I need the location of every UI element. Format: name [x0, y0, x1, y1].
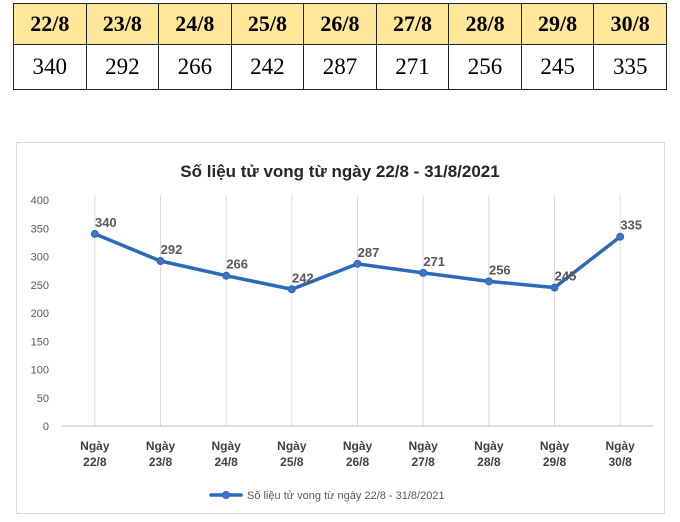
- data-table: 22/8 23/8 24/8 25/8 26/8 27/8 28/8 29/8 …: [13, 3, 667, 90]
- x-tick-label-line: 24/8: [214, 455, 238, 469]
- data-label: 256: [489, 262, 511, 277]
- data-label: 245: [555, 269, 577, 284]
- x-tick-label: Ngày 25/8: [277, 439, 307, 469]
- legend-label: Số liệu tử vong từ ngày 22/8 - 31/8/2021: [247, 490, 445, 502]
- x-tick-label: Ngày 23/8: [146, 439, 176, 469]
- chart-title: Số liệu tử vong từ ngày 22/8 - 31/8/2021: [180, 162, 499, 181]
- table-header-cell: 24/8: [158, 3, 232, 45]
- table-value-cell: 256: [448, 44, 522, 90]
- x-tick-label-line: 28/8: [477, 455, 501, 469]
- chart-panel: Số liệu tử vong từ ngày 22/8 - 31/8/2021…: [16, 142, 665, 514]
- data-labels: 340 292 266 242 287 271 256 245 335: [95, 215, 642, 285]
- x-tick-label: Ngày 27/8: [408, 439, 438, 469]
- table-header-cell: 27/8: [375, 3, 450, 45]
- y-tick-label: 350: [31, 223, 49, 235]
- data-label: 287: [358, 245, 380, 260]
- data-label: 340: [95, 215, 117, 230]
- data-label: 271: [423, 254, 445, 269]
- x-tick-label-line: Ngày: [605, 439, 635, 453]
- grid-lines: [62, 195, 653, 427]
- data-point: [287, 285, 296, 294]
- x-tick-label-line: Ngày: [80, 439, 110, 453]
- table-value-cell: 335: [593, 44, 667, 90]
- x-tick-label-line: 23/8: [149, 455, 173, 469]
- y-tick-label: 100: [31, 365, 49, 377]
- x-tick-label-line: Ngày: [146, 439, 176, 453]
- data-point: [419, 268, 428, 277]
- table-header-cell: 26/8: [303, 3, 377, 45]
- table-header-cell: 25/8: [230, 3, 305, 45]
- x-tick-label-line: 29/8: [543, 455, 567, 469]
- x-tick-label-line: 26/8: [346, 455, 370, 469]
- table-value-cell: 245: [520, 44, 595, 90]
- data-label: 242: [292, 270, 314, 285]
- data-point: [156, 257, 165, 266]
- data-point: [484, 277, 493, 286]
- table-value-cell: 292: [85, 44, 160, 90]
- x-tick-label-line: Ngày: [343, 439, 373, 453]
- x-tick-label-line: 25/8: [280, 455, 304, 469]
- y-tick-label: 150: [31, 336, 49, 348]
- data-label: 266: [226, 257, 248, 272]
- y-tick-label: 0: [43, 421, 49, 433]
- x-tick-label: Ngày 30/8: [605, 439, 635, 469]
- table-value-cell: 271: [375, 44, 450, 90]
- table-header-row: 22/8 23/8 24/8 25/8 26/8 27/8 28/8 29/8 …: [13, 3, 667, 45]
- data-point: [90, 229, 99, 238]
- x-tick-label-line: 30/8: [608, 455, 632, 469]
- y-tick-label: 400: [31, 195, 49, 207]
- table-header-cell: 30/8: [593, 3, 667, 45]
- table-header-cell: 22/8: [13, 3, 87, 45]
- table-value-cell: 242: [230, 44, 305, 90]
- table-value-cell: 287: [303, 44, 377, 90]
- x-tick-label-line: 27/8: [411, 455, 435, 469]
- data-label: 335: [620, 218, 642, 233]
- table-header-cell: 29/8: [520, 3, 595, 45]
- table-value-cell: 340: [13, 44, 87, 90]
- y-tick-label: 300: [31, 252, 49, 264]
- x-tick-label-line: Ngày: [474, 439, 504, 453]
- table-header-cell: 28/8: [448, 3, 522, 45]
- x-tick-label: Ngày 29/8: [540, 439, 570, 469]
- data-label: 292: [161, 242, 183, 257]
- x-tick-label: Ngày 24/8: [211, 439, 241, 469]
- data-point: [222, 271, 231, 280]
- legend-marker-icon: [222, 491, 230, 499]
- y-tick-label: 250: [31, 280, 49, 292]
- x-axis: Ngày 22/8 Ngày 23/8 Ngày 24/8 Ngày 25/8 Ngày 26/8…: [80, 439, 635, 469]
- x-tick-label-line: Ngày: [211, 439, 241, 453]
- x-tick-label: Ngày 22/8: [80, 439, 110, 469]
- table-header-cell: 23/8: [85, 3, 160, 45]
- y-tick-label: 200: [31, 308, 49, 320]
- table-value-row: 340 292 266 242 287 271 256 245 335: [13, 44, 667, 90]
- line-chart: Số liệu tử vong từ ngày 22/8 - 31/8/2021…: [31, 162, 653, 502]
- y-tick-label: 50: [37, 393, 49, 405]
- data-point: [550, 283, 559, 292]
- x-tick-label-line: Ngày: [277, 439, 307, 453]
- x-tick-label: Ngày 26/8: [343, 439, 373, 469]
- data-point: [616, 232, 625, 241]
- y-axis: 0 50 100 150 200 250 300 350 400: [31, 195, 49, 433]
- data-point: [353, 259, 362, 268]
- x-tick-label-line: Ngày: [540, 439, 570, 453]
- x-tick-label-line: Ngày: [408, 439, 438, 453]
- series-line: [90, 229, 625, 294]
- x-tick-label: Ngày 28/8: [474, 439, 504, 469]
- x-tick-label-line: 22/8: [83, 455, 107, 469]
- table-value-cell: 266: [158, 44, 232, 90]
- legend: Số liệu tử vong từ ngày 22/8 - 31/8/2021: [209, 490, 445, 502]
